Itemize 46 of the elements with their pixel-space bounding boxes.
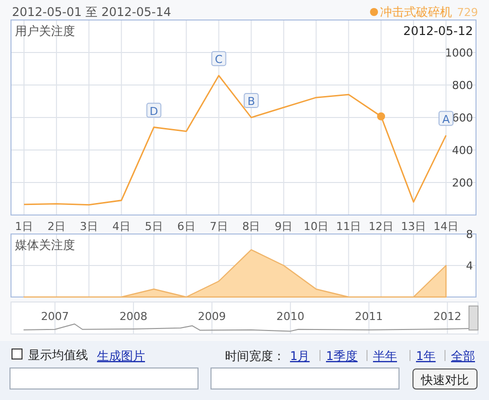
- x-tick-label: 9日: [274, 220, 293, 233]
- x-tick-label: 14日: [434, 220, 458, 233]
- text: 729: [457, 6, 478, 19]
- annotation: 2012-05-12: [403, 24, 473, 38]
- annotation: A: [442, 112, 450, 126]
- x-tick-label: 10日: [304, 220, 329, 233]
- y-tick-label: 1000: [445, 46, 473, 60]
- text: 2012-05-01 至 2012-05-14: [12, 5, 172, 19]
- x-tick-label: 11日: [336, 220, 362, 233]
- text: 全部: [451, 349, 475, 363]
- x-tick-label: 2008: [119, 310, 148, 323]
- text: 时间宽度：: [225, 349, 285, 363]
- x-tick-label: 4日: [112, 220, 130, 233]
- x-tick-label: 3日: [80, 220, 98, 233]
- x-tick-label: 13日: [401, 220, 426, 233]
- text: 1年: [416, 349, 436, 363]
- chart-title: 用户关注度: [15, 24, 75, 38]
- text: 快速对比: [420, 373, 469, 387]
- x-tick-label: 2011: [354, 310, 383, 323]
- text: 显示均值线: [28, 348, 88, 362]
- text: 生成图片: [97, 349, 145, 363]
- text: 1季度: [326, 349, 358, 363]
- x-tick-label: 2007: [40, 310, 69, 323]
- x-tick-label: 12日: [368, 220, 394, 233]
- text: 半年: [373, 349, 397, 363]
- y-tick-label: 800: [452, 79, 473, 92]
- annotation: D: [150, 104, 158, 118]
- x-tick-label: 6日: [177, 220, 196, 233]
- x-tick-label: 8日: [242, 220, 260, 233]
- x-tick-label: 2009: [198, 310, 226, 323]
- chart-title: 媒体关注度: [15, 238, 75, 252]
- x-tick-label: 2010: [276, 310, 304, 323]
- x-tick-label: 5日: [144, 220, 163, 233]
- y-tick-label: 400: [452, 144, 473, 157]
- y-tick-label: 8: [466, 228, 473, 241]
- x-tick-label: 7日: [210, 220, 228, 233]
- y-tick-label: 4: [466, 260, 473, 272]
- text: 1月: [290, 349, 310, 363]
- x-tick-label: 2012: [433, 310, 462, 323]
- y-tick-label: 600: [452, 112, 473, 124]
- annotation: B: [247, 95, 256, 108]
- x-tick-label: 2日: [47, 220, 66, 233]
- annotation: C: [214, 53, 223, 66]
- y-tick-label: 200: [452, 176, 473, 190]
- legend-label: 冲击式破碎机: [380, 5, 452, 19]
- x-tick-label: 1日: [15, 220, 33, 233]
